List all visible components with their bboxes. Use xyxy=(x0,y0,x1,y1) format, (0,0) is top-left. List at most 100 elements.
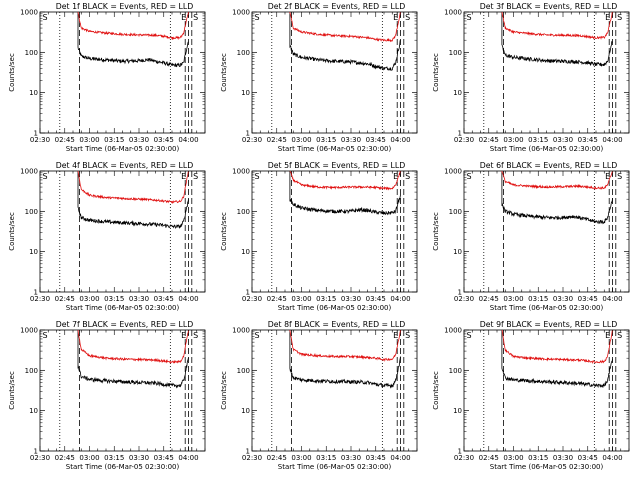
marker-label: S xyxy=(193,331,198,340)
x-tick-label: 03:15 xyxy=(316,136,336,144)
x-tick-label: 03:00 xyxy=(503,295,523,303)
y-tick-label: 1 xyxy=(246,130,250,138)
x-tick-label: 04:00 xyxy=(390,454,410,462)
marker-label: S xyxy=(405,331,410,340)
x-tick-label: 03:00 xyxy=(291,136,311,144)
y-tick-label: 1 xyxy=(458,289,462,297)
marker-label: S xyxy=(405,13,410,22)
x-tick-label: 04:00 xyxy=(178,454,198,462)
series-lld-line xyxy=(77,330,189,364)
x-tick-label: 03:30 xyxy=(341,136,361,144)
marker-label: S xyxy=(617,13,622,22)
plot-frame xyxy=(463,329,630,452)
x-tick-label: 03:15 xyxy=(316,295,336,303)
x-tick-label: 03:30 xyxy=(129,454,149,462)
panel-title: Det 7f BLACK = Events, RED = LLD xyxy=(56,320,194,329)
panel-det-9: Det 9f BLACK = Events, RED = LLD 1 10 100 10… xyxy=(432,320,630,471)
series-events-line xyxy=(289,171,401,216)
y-tick-label: 100 xyxy=(25,208,38,216)
series-lld-line xyxy=(77,171,189,205)
series-events-line xyxy=(77,171,189,229)
y-tick-label: 10 xyxy=(29,89,38,97)
x-tick-label: 02:45 xyxy=(479,295,499,303)
marker-label: S xyxy=(42,331,47,340)
panel-title: Det 1f BLACK = Events, RED = LLD xyxy=(56,2,194,11)
marker-label: S xyxy=(254,13,259,22)
y-tick-label: 1 xyxy=(246,289,250,297)
series-lld-line xyxy=(501,330,613,364)
x-tick-label: 04:00 xyxy=(178,136,198,144)
x-tick-label: 03:30 xyxy=(341,454,361,462)
marker-label: E xyxy=(393,172,398,181)
x-tick-label: 02:45 xyxy=(55,136,75,144)
marker-label: S xyxy=(193,172,198,181)
plot-frame xyxy=(251,170,418,293)
y-tick-label: 100 xyxy=(237,208,250,216)
marker-label: S xyxy=(617,172,622,181)
marker-label: S xyxy=(254,331,259,340)
plot-frame xyxy=(463,11,630,134)
y-tick-label: 1000 xyxy=(444,327,462,335)
y-axis-label: Counts/sec xyxy=(220,53,228,92)
plot-frame xyxy=(463,170,630,293)
x-axis-label: Start Time (06-Mar-05 02:30:00) xyxy=(490,145,604,153)
series-events-line xyxy=(77,330,189,389)
x-tick-label: 02:30 xyxy=(30,454,50,462)
marker-label: E xyxy=(605,331,610,340)
y-axis-label: Counts/sec xyxy=(8,53,16,92)
series-events-line xyxy=(501,12,613,67)
x-tick-label: 02:30 xyxy=(454,454,474,462)
y-axis-label: Counts/sec xyxy=(220,212,228,251)
marker-label: E xyxy=(181,172,186,181)
marker-label: S xyxy=(466,172,471,181)
x-tick-label: 03:45 xyxy=(154,136,174,144)
y-tick-label: 100 xyxy=(449,208,462,216)
x-tick-label: 03:45 xyxy=(154,454,174,462)
x-tick-label: 03:15 xyxy=(104,295,124,303)
x-axis-label: Start Time (06-Mar-05 02:30:00) xyxy=(278,463,392,471)
y-tick-label: 10 xyxy=(453,89,462,97)
x-tick-label: 03:30 xyxy=(341,295,361,303)
marker-label: S xyxy=(466,13,471,22)
x-tick-label: 03:30 xyxy=(129,136,149,144)
panel-title: Det 3f BLACK = Events, RED = LLD xyxy=(480,2,618,11)
y-tick-label: 1 xyxy=(458,448,462,456)
y-tick-label: 1000 xyxy=(232,9,250,17)
x-tick-label: 03:30 xyxy=(553,136,573,144)
y-tick-label: 1000 xyxy=(20,168,38,176)
x-tick-label: 03:45 xyxy=(578,295,598,303)
y-tick-label: 1 xyxy=(34,448,38,456)
y-tick-label: 1 xyxy=(34,289,38,297)
y-tick-label: 1 xyxy=(458,130,462,138)
plot-frame xyxy=(251,329,418,452)
x-axis-label: Start Time (06-Mar-05 02:30:00) xyxy=(490,463,604,471)
x-tick-label: 03:45 xyxy=(154,295,174,303)
x-tick-label: 02:45 xyxy=(267,454,287,462)
x-tick-label: 03:30 xyxy=(553,295,573,303)
plot-frame xyxy=(39,329,206,452)
x-tick-label: 04:00 xyxy=(390,136,410,144)
y-tick-label: 1000 xyxy=(444,9,462,17)
x-tick-label: 03:15 xyxy=(528,295,548,303)
marker-label: S xyxy=(193,13,198,22)
panel-det-1: Det 1f BLACK = Events, RED = LLD 1 10 100 10… xyxy=(8,2,206,153)
x-tick-label: 02:30 xyxy=(454,136,474,144)
x-tick-label: 03:00 xyxy=(291,295,311,303)
y-tick-label: 10 xyxy=(453,248,462,256)
marker-label: E xyxy=(393,331,398,340)
x-tick-label: 03:30 xyxy=(129,295,149,303)
x-tick-label: 02:30 xyxy=(242,136,262,144)
x-tick-label: 03:15 xyxy=(104,454,124,462)
x-tick-label: 02:45 xyxy=(267,136,287,144)
y-tick-label: 1 xyxy=(34,130,38,138)
marker-label: E xyxy=(605,13,610,22)
x-tick-label: 02:45 xyxy=(267,295,287,303)
y-tick-label: 10 xyxy=(453,407,462,415)
y-axis-label: Counts/sec xyxy=(8,371,16,410)
panel-det-8: Det 8f BLACK = Events, RED = LLD 1 10 100 10… xyxy=(220,320,418,471)
y-axis-label: Counts/sec xyxy=(432,371,440,410)
x-tick-label: 02:45 xyxy=(55,295,75,303)
x-tick-label: 02:45 xyxy=(55,454,75,462)
x-tick-label: 04:00 xyxy=(390,295,410,303)
x-tick-label: 03:00 xyxy=(79,295,99,303)
